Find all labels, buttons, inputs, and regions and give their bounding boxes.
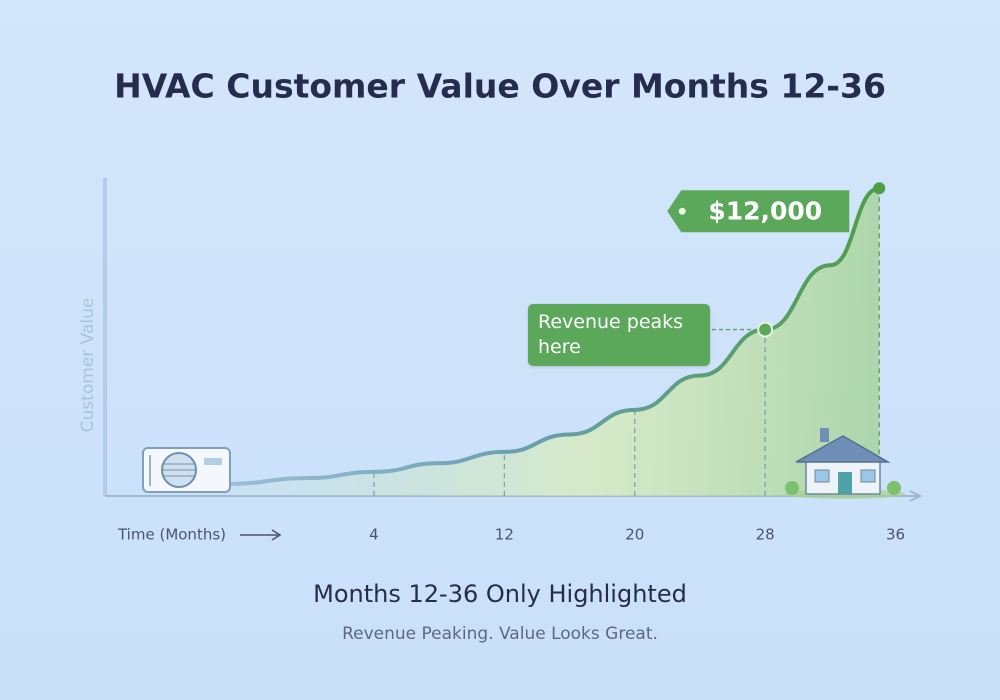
line: [225, 186, 882, 486]
x-tick-label: 12: [495, 526, 514, 544]
area-fill: [227, 188, 880, 497]
x-tick-label: 4: [369, 526, 379, 544]
x-tick-label: 20: [625, 526, 644, 544]
chart-title: HVAC Customer Value Over Months 12-36: [114, 67, 886, 106]
x-axis-label: Time (Months): [117, 526, 226, 544]
value-label: $12,000: [708, 196, 822, 225]
x-axis-arrow: [909, 490, 923, 502]
annotation: Revenue peaks here: [528, 304, 710, 366]
caption: Revenue Peaking. Value Looks Great.: [342, 624, 658, 644]
tag-hole: [678, 207, 686, 215]
plot: 4 12 20 28 36 $12,000: [225, 182, 905, 544]
end-point: [873, 182, 886, 195]
x-tick-label: 28: [756, 526, 775, 544]
x-tick-label: 36: [886, 526, 905, 544]
x-label-arrow-head: [271, 529, 282, 541]
annotation-marker: [757, 321, 774, 338]
house-icon: [785, 428, 905, 499]
subtitle: Months 12-36 Only Highlighted: [313, 580, 687, 608]
ac-unit-icon: [142, 447, 231, 493]
value-label-tag: [667, 190, 850, 233]
y-axis-label: Customer Value: [78, 298, 98, 433]
